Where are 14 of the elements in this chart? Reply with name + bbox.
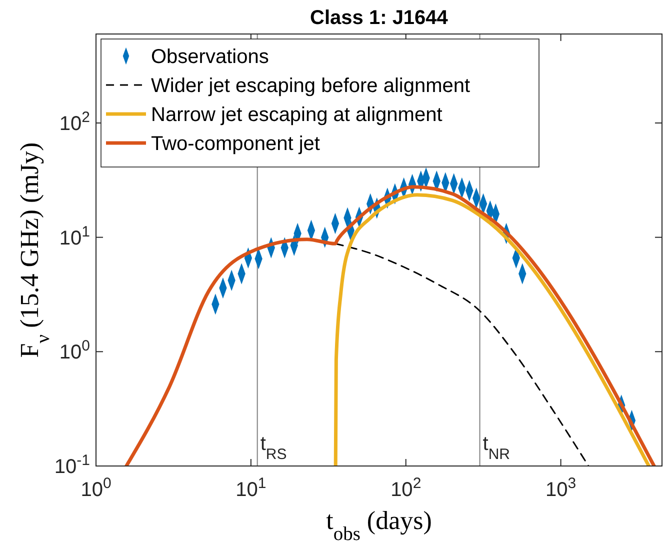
chart-title: Class 1: J1644 xyxy=(310,7,449,29)
x-tick-label: 10$^{1}$ xyxy=(236,474,266,501)
x-axis-title: t$_{obs}$ (days) xyxy=(326,506,432,544)
legend-label: Observations xyxy=(151,46,269,68)
y-tick-label: 10$^{1}$ xyxy=(59,222,90,250)
ref-line-label: t$_{RS}$ xyxy=(260,433,287,462)
legend-label: Wider jet escaping before alignment xyxy=(151,75,471,97)
legend-label: Narrow jet escaping at alignment xyxy=(151,104,443,126)
x-tick-label: 10$^{3}$ xyxy=(546,474,576,501)
ref-line-label: t$_{NR}$ xyxy=(482,433,510,462)
y-tick-label: 10$^{0}$ xyxy=(59,337,90,364)
x-tick-label: 10$^{2}$ xyxy=(390,474,422,501)
y-tick-label: 10$^{2}$ xyxy=(59,108,90,135)
legend-label: Two-component jet xyxy=(151,133,320,155)
